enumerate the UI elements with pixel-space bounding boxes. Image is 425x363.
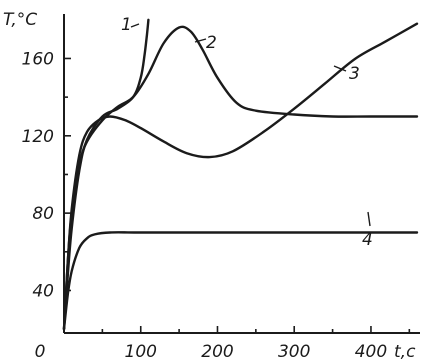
curve-3-leader (333, 65, 347, 72)
curve-label-3: 3 (349, 64, 360, 84)
axis-ticks (64, 57, 411, 333)
chart-axes (63, 14, 420, 334)
x-tick-label-0: 0 (35, 342, 46, 362)
y-tick-label-80: 80 (32, 204, 54, 224)
y-tick-label-40: 40 (32, 281, 54, 301)
series-4-line (62, 231, 419, 331)
curve-labels: 1 2 3 4 (121, 15, 373, 250)
curve-label-1: 1 (121, 15, 132, 35)
curve-2-leader (194, 38, 207, 43)
x-tick-label-300: 300 (278, 342, 310, 362)
y-tick-label-160: 160 (22, 49, 54, 69)
curve-1-leader (130, 23, 140, 28)
curve-4-leader (367, 211, 371, 227)
y-axis-label: T,°C (3, 10, 37, 30)
tick-labels: 40 80 120 160 0 100 200 300 400 (22, 49, 388, 362)
series-2-line (62, 25, 419, 331)
x-tick-label-400: 400 (355, 342, 387, 362)
curve-label-4: 4 (362, 230, 373, 250)
x-tick-label-200: 200 (201, 342, 233, 362)
y-tick-label-120: 120 (22, 127, 54, 147)
x-tick-label-100: 100 (125, 342, 157, 362)
chart-series (62, 18, 419, 331)
curve-label-2: 2 (206, 33, 217, 53)
x-axis-label: t,c (394, 342, 416, 362)
series-3-line (62, 22, 419, 331)
